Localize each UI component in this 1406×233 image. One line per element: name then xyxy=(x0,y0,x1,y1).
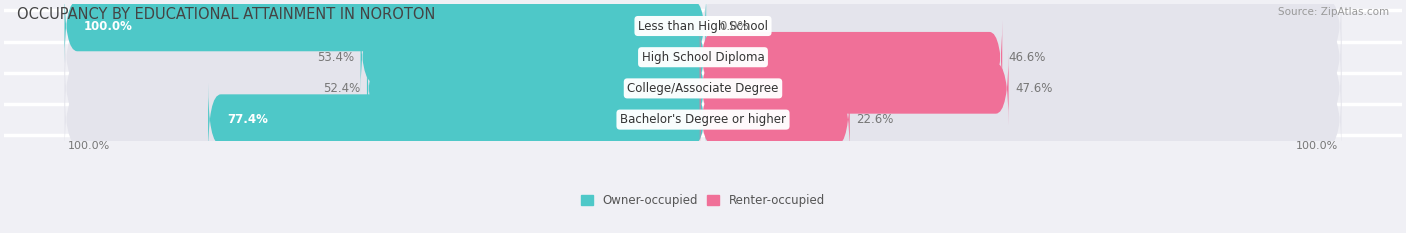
Text: 100.0%: 100.0% xyxy=(1296,141,1339,151)
FancyBboxPatch shape xyxy=(700,0,1341,63)
Text: High School Diploma: High School Diploma xyxy=(641,51,765,64)
Text: 22.6%: 22.6% xyxy=(856,113,893,126)
FancyBboxPatch shape xyxy=(700,51,1008,126)
Text: 77.4%: 77.4% xyxy=(228,113,269,126)
FancyBboxPatch shape xyxy=(65,82,706,157)
FancyBboxPatch shape xyxy=(65,0,706,63)
FancyBboxPatch shape xyxy=(700,82,849,157)
Text: 100.0%: 100.0% xyxy=(83,20,132,33)
Text: Source: ZipAtlas.com: Source: ZipAtlas.com xyxy=(1278,7,1389,17)
FancyBboxPatch shape xyxy=(360,20,706,94)
Text: 100.0%: 100.0% xyxy=(67,141,110,151)
Text: College/Associate Degree: College/Associate Degree xyxy=(627,82,779,95)
FancyBboxPatch shape xyxy=(700,51,1341,126)
FancyBboxPatch shape xyxy=(208,82,706,157)
FancyBboxPatch shape xyxy=(65,51,706,126)
Text: 0.0%: 0.0% xyxy=(718,20,748,33)
Text: OCCUPANCY BY EDUCATIONAL ATTAINMENT IN NOROTON: OCCUPANCY BY EDUCATIONAL ATTAINMENT IN N… xyxy=(17,7,436,22)
Text: Bachelor's Degree or higher: Bachelor's Degree or higher xyxy=(620,113,786,126)
FancyBboxPatch shape xyxy=(700,20,1341,94)
Text: 52.4%: 52.4% xyxy=(323,82,360,95)
Text: 47.6%: 47.6% xyxy=(1015,82,1052,95)
FancyBboxPatch shape xyxy=(65,0,706,63)
FancyBboxPatch shape xyxy=(65,20,706,94)
FancyBboxPatch shape xyxy=(700,82,1341,157)
Text: Less than High School: Less than High School xyxy=(638,20,768,33)
FancyBboxPatch shape xyxy=(367,51,706,126)
Legend: Owner-occupied, Renter-occupied: Owner-occupied, Renter-occupied xyxy=(581,194,825,207)
Text: 53.4%: 53.4% xyxy=(318,51,354,64)
FancyBboxPatch shape xyxy=(700,20,1002,94)
Text: 46.6%: 46.6% xyxy=(1008,51,1046,64)
